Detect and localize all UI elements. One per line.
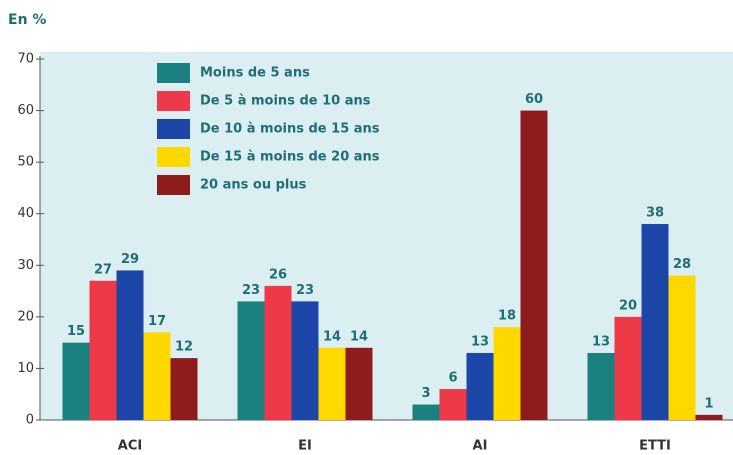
bar bbox=[237, 301, 265, 420]
value-label: 20 bbox=[619, 298, 637, 313]
value-label: 28 bbox=[673, 257, 691, 272]
y-tick-label: 30 bbox=[17, 258, 34, 273]
y-tick-label: 60 bbox=[17, 103, 34, 118]
value-label: 60 bbox=[525, 92, 543, 107]
value-label: 15 bbox=[67, 324, 85, 339]
y-tick-label: 0 bbox=[26, 413, 34, 428]
legend-label: De 10 à moins de 15 ans bbox=[200, 122, 380, 137]
bar bbox=[345, 347, 373, 420]
bar bbox=[143, 332, 171, 420]
legend-swatch bbox=[157, 91, 190, 111]
y-tick-label: 20 bbox=[17, 309, 34, 324]
value-label: 26 bbox=[269, 267, 287, 282]
value-label: 6 bbox=[448, 371, 457, 386]
legend-swatch bbox=[157, 63, 190, 83]
y-tick-label: 40 bbox=[17, 206, 34, 221]
bar bbox=[264, 285, 292, 420]
value-label: 13 bbox=[471, 334, 489, 349]
bar bbox=[668, 275, 696, 420]
bar bbox=[641, 224, 669, 420]
bar bbox=[587, 352, 615, 420]
value-label: 13 bbox=[592, 334, 610, 349]
bar bbox=[614, 316, 642, 420]
legend-label: De 5 à moins de 10 ans bbox=[200, 94, 371, 109]
value-label: 3 bbox=[421, 386, 430, 401]
x-tick-label: ETTI bbox=[639, 439, 671, 454]
y-tick-label: 70 bbox=[17, 52, 34, 67]
value-label: 17 bbox=[148, 314, 166, 329]
bar bbox=[116, 270, 144, 420]
value-label: 14 bbox=[323, 329, 341, 344]
bar bbox=[439, 389, 467, 420]
value-label: 27 bbox=[94, 262, 112, 277]
x-tick-label: ACI bbox=[118, 439, 142, 454]
y-axis-label: En % bbox=[8, 12, 46, 28]
value-label: 18 bbox=[498, 309, 516, 324]
bar bbox=[89, 280, 117, 420]
y-tick-label: 10 bbox=[17, 361, 34, 376]
legend-swatch bbox=[157, 147, 190, 167]
bar bbox=[493, 327, 521, 420]
bar bbox=[520, 110, 548, 421]
legend-swatch bbox=[157, 119, 190, 139]
value-label: 38 bbox=[646, 206, 664, 221]
legend-swatch bbox=[157, 175, 190, 195]
y-tick-label: 50 bbox=[17, 155, 34, 170]
value-label: 23 bbox=[242, 283, 260, 298]
legend-label: De 15 à moins de 20 ans bbox=[200, 150, 380, 165]
bar bbox=[291, 301, 319, 420]
legend-label: 20 ans ou plus bbox=[200, 178, 307, 193]
bar bbox=[695, 414, 723, 420]
x-tick-label: AI bbox=[473, 439, 488, 454]
bar bbox=[466, 352, 494, 420]
bar bbox=[412, 404, 440, 420]
bar bbox=[62, 342, 90, 420]
value-label: 29 bbox=[121, 252, 139, 267]
legend-label: Moins de 5 ans bbox=[200, 66, 310, 81]
value-label: 14 bbox=[350, 329, 368, 344]
x-tick-label: EI bbox=[298, 439, 312, 454]
value-label: 12 bbox=[175, 340, 193, 355]
bar bbox=[318, 347, 346, 420]
value-label: 1 bbox=[704, 396, 713, 411]
value-label: 23 bbox=[296, 283, 314, 298]
bar bbox=[170, 358, 198, 420]
